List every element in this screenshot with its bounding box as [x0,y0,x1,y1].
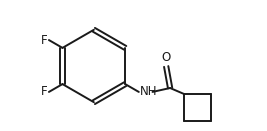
Text: F: F [41,85,48,98]
Text: O: O [162,51,171,64]
Text: NH: NH [140,85,157,98]
Text: F: F [41,34,48,47]
